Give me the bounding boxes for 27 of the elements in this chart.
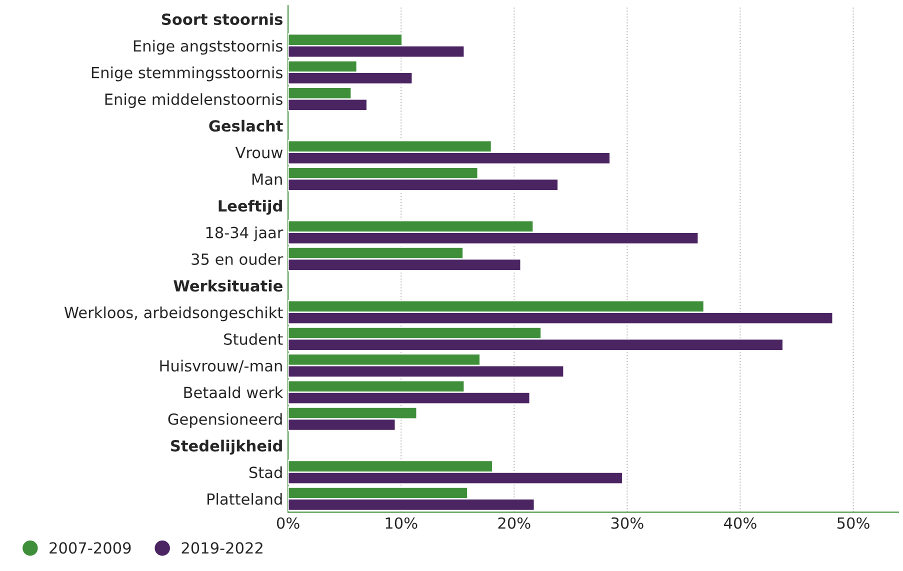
- y-tick-label: Stad: [249, 466, 282, 478]
- y-tick-label: Gepensioneerd: [168, 413, 282, 428]
- x-tick-label: 30%: [611, 517, 644, 529]
- x-tick-label: 0%: [276, 517, 300, 529]
- legend-label: 2019-2022: [182, 542, 262, 554]
- y-tick-label: Enige stemmingsstoornis: [92, 66, 282, 82]
- x-tick-label: 50%: [837, 517, 870, 529]
- y-tick-label: Enige middelenstoornis: [105, 93, 282, 108]
- y-tick-label: Leeftijd: [218, 200, 282, 215]
- y-tick-label: Man: [252, 174, 282, 185]
- y-tick-label: Geslacht: [209, 120, 283, 132]
- y-tick-label: Betaald werk: [184, 386, 284, 398]
- y-tick-label: Vrouw: [235, 146, 283, 158]
- y-tick-label: Huisvrouw/-man: [160, 360, 282, 373]
- legend-label: 2007-2009: [50, 542, 131, 554]
- y-tick-label: Stedelijkheid: [171, 440, 282, 455]
- x-tick-label: 10%: [386, 517, 418, 529]
- y-tick-label: Student: [224, 333, 283, 345]
- y-tick-label: 35 en ouder: [192, 253, 284, 265]
- y-tick-label: Werkloos, arbeidsongeschikt: [64, 306, 283, 322]
- y-tick-label: Platteland: [208, 493, 282, 505]
- x-tick-label: 40%: [724, 517, 756, 529]
- y-tick-label: Soort stoornis: [162, 13, 282, 26]
- y-tick-label: Werksituatie: [174, 280, 282, 292]
- x-tick-label: 20%: [498, 517, 530, 529]
- y-tick-label: 18-34 jaar: [206, 226, 284, 242]
- y-tick-label: Enige angststoornis: [134, 40, 282, 55]
